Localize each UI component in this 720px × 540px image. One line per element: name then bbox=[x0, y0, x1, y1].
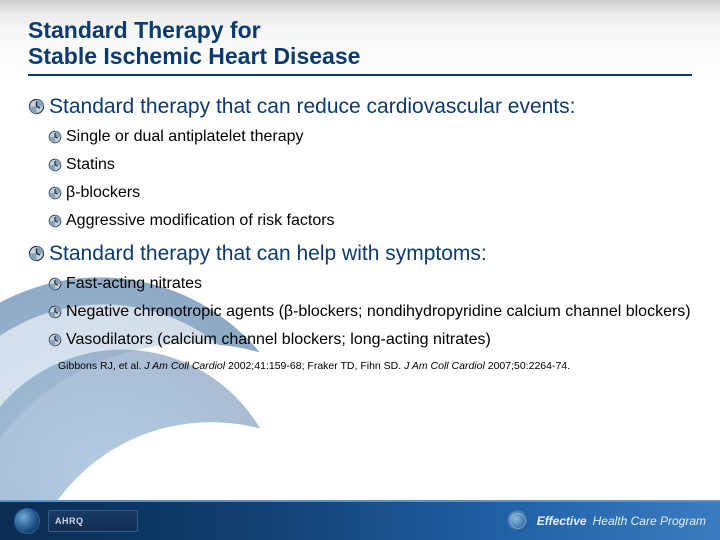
footer-bar: AHRQ Effective Health Care Program bbox=[0, 500, 720, 540]
section-2-item-1: Fast-acting nitrates bbox=[48, 274, 692, 294]
section-1: Standard therapy that can reduce cardiov… bbox=[28, 94, 692, 231]
citation-journal-2: J Am Coll Cardiol bbox=[404, 360, 485, 372]
ahrq-logo: AHRQ bbox=[48, 510, 138, 532]
sub-item-text: Statins bbox=[66, 155, 115, 175]
clock-icon-small bbox=[48, 214, 62, 228]
sub-item-text: β-blockers bbox=[66, 183, 140, 203]
slide-title: Standard Therapy for Stable Ischemic Hea… bbox=[28, 18, 692, 70]
section-1-heading: Standard therapy that can reduce cardiov… bbox=[49, 94, 575, 119]
sub-item-text: Vasodilators (calcium channel blockers; … bbox=[66, 330, 491, 350]
ehc-brand-text: Effective Health Care Program bbox=[537, 514, 706, 528]
ehc-brand-prefix: Effective bbox=[537, 514, 587, 528]
ehc-globe-icon bbox=[507, 510, 529, 532]
citation-author-2: Fraker TD, Fihn SD. bbox=[307, 360, 404, 372]
citation-journal-1: J Am Coll Cardiol bbox=[144, 360, 225, 372]
hhs-seal-icon bbox=[14, 508, 40, 534]
section-2: Standard therapy that can help with symp… bbox=[28, 241, 692, 350]
section-2-item-2: Negative chronotropic agents (β-blockers… bbox=[48, 302, 692, 322]
citation-author-1: Gibbons RJ, et al. bbox=[58, 360, 144, 372]
section-2-item-3: Vasodilators (calcium channel blockers; … bbox=[48, 330, 692, 350]
section-1-item-3: β-blockers bbox=[48, 183, 692, 203]
citation-text: Gibbons RJ, et al. J Am Coll Cardiol 200… bbox=[58, 360, 692, 372]
citation-ref-2: 2007;50:2264-74. bbox=[485, 360, 570, 372]
section-1-item-4: Aggressive modification of risk factors bbox=[48, 211, 692, 231]
section-1-item-2: Statins bbox=[48, 155, 692, 175]
clock-icon-small bbox=[48, 333, 62, 347]
clock-icon-small bbox=[48, 186, 62, 200]
ahrq-label: AHRQ bbox=[55, 516, 84, 526]
clock-icon-large bbox=[28, 98, 45, 115]
clock-icon-small bbox=[48, 277, 62, 291]
sub-item-text: Single or dual antiplatelet therapy bbox=[66, 127, 304, 147]
section-2-heading: Standard therapy that can help with symp… bbox=[49, 241, 487, 266]
title-line-1: Standard Therapy for bbox=[28, 17, 261, 43]
footer-left-logos: AHRQ bbox=[14, 508, 138, 534]
sub-item-text: Fast-acting nitrates bbox=[66, 274, 202, 294]
clock-icon-small bbox=[48, 305, 62, 319]
ehc-brand-suffix: Health Care Program bbox=[593, 514, 706, 528]
footer-right-logo: Effective Health Care Program bbox=[507, 510, 706, 532]
sub-item-text: Aggressive modification of risk factors bbox=[66, 211, 335, 231]
citation-ref-1: 2002;41:159-68; bbox=[225, 360, 307, 372]
section-1-item-1: Single or dual antiplatelet therapy bbox=[48, 127, 692, 147]
title-underline bbox=[28, 74, 692, 76]
title-line-2: Stable Ischemic Heart Disease bbox=[28, 43, 360, 69]
clock-icon-large bbox=[28, 245, 45, 262]
clock-icon-small bbox=[48, 158, 62, 172]
sub-item-text: Negative chronotropic agents (β-blockers… bbox=[66, 302, 691, 322]
clock-icon-small bbox=[48, 130, 62, 144]
